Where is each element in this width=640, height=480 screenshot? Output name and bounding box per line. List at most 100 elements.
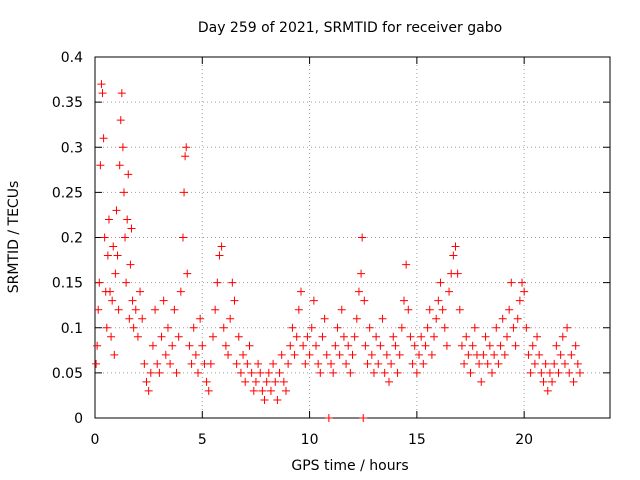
data-point (129, 323, 138, 332)
data-point (485, 341, 494, 350)
data-point (142, 377, 151, 386)
data-point (360, 296, 369, 305)
data-point (567, 350, 576, 359)
data-point (367, 350, 376, 359)
data-point (103, 251, 112, 260)
y-tick-label: 0 (74, 411, 83, 427)
data-point (440, 323, 449, 332)
data-point (552, 341, 561, 350)
data-point (157, 332, 166, 341)
data-point (397, 323, 406, 332)
chart-title: Day 259 of 2021, SRMTID for receiver gab… (198, 20, 502, 36)
data-point (468, 341, 477, 350)
data-point (178, 233, 187, 242)
data-point (112, 206, 121, 215)
data-point (209, 332, 218, 341)
data-point (571, 341, 580, 350)
data-point (104, 215, 113, 224)
data-point (118, 143, 127, 152)
data-point (314, 359, 323, 368)
y-tick-label: 0.4 (61, 50, 83, 66)
data-point (125, 314, 134, 323)
data-point (427, 350, 436, 359)
x-tick-label: 5 (198, 432, 207, 448)
data-point (350, 332, 359, 341)
data-point (128, 296, 137, 305)
data-point (318, 332, 327, 341)
data-point (505, 305, 514, 314)
data-point (573, 359, 582, 368)
data-point (565, 368, 574, 377)
data-point (389, 332, 398, 341)
data-point (408, 359, 417, 368)
data-point (533, 332, 542, 341)
data-point (279, 377, 288, 386)
data-point (236, 368, 245, 377)
data-point (262, 377, 271, 386)
data-point (453, 269, 462, 278)
data-point (144, 386, 153, 395)
data-point (457, 341, 466, 350)
data-point (554, 368, 563, 377)
data-point (110, 350, 119, 359)
data-point (189, 323, 198, 332)
data-point (404, 305, 413, 314)
data-point (520, 287, 529, 296)
data-point (303, 332, 312, 341)
data-point (369, 368, 378, 377)
data-point (226, 314, 235, 323)
data-point (402, 260, 411, 269)
data-point (181, 152, 190, 161)
data-point (290, 350, 299, 359)
data-point (509, 323, 518, 332)
data-point (153, 359, 162, 368)
data-point (492, 323, 501, 332)
data-point (114, 305, 123, 314)
data-point (423, 323, 432, 332)
data-point (266, 386, 275, 395)
data-point (247, 368, 256, 377)
data-point (243, 359, 252, 368)
data-point (286, 341, 295, 350)
data-point (151, 305, 160, 314)
y-axis-label: SRMTID / TECUs (6, 181, 22, 294)
data-point (376, 341, 385, 350)
data-point (475, 359, 484, 368)
data-point (123, 215, 132, 224)
data-point (204, 386, 213, 395)
data-point (358, 233, 367, 242)
data-point (382, 350, 391, 359)
data-point (327, 359, 336, 368)
data-point (530, 359, 539, 368)
data-point (191, 350, 200, 359)
data-point (254, 359, 263, 368)
data-point (333, 323, 342, 332)
data-point (117, 89, 126, 98)
data-point (387, 359, 396, 368)
data-point (109, 242, 118, 251)
data-point (292, 332, 301, 341)
y-tick-label: 0.1 (61, 321, 83, 337)
data-point (170, 305, 179, 314)
data-point (299, 341, 308, 350)
x-tick-label: 15 (408, 432, 426, 448)
data-point (361, 341, 370, 350)
data-point (224, 350, 233, 359)
data-point (159, 296, 168, 305)
data-point (421, 341, 430, 350)
data-point (344, 341, 353, 350)
data-point (346, 368, 355, 377)
data-point (100, 233, 109, 242)
y-tick-label: 0.3 (61, 140, 83, 156)
data-point (183, 269, 192, 278)
data-point (380, 368, 389, 377)
data-point (131, 305, 140, 314)
data-point (357, 269, 366, 278)
data-point (415, 350, 424, 359)
data-point (301, 359, 310, 368)
data-point (107, 332, 116, 341)
data-point (249, 386, 258, 395)
data-point (94, 305, 103, 314)
data-point (374, 359, 383, 368)
data-point (215, 251, 224, 260)
